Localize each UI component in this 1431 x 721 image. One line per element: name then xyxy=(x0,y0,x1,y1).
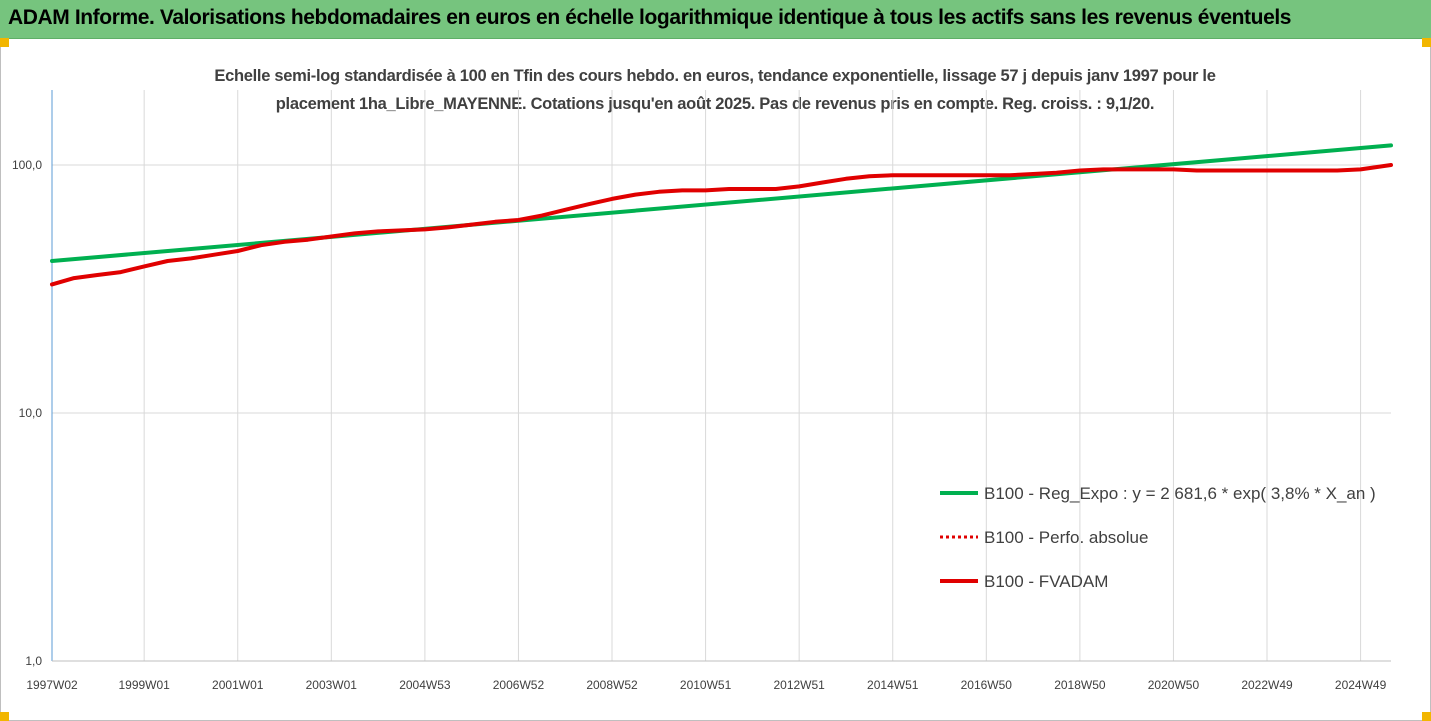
report-header: ADAM Informe. Valorisations hebdomadaire… xyxy=(0,0,1431,39)
legend-label-1: B100 - Perfo. absolue xyxy=(984,528,1148,547)
legend-label-2: B100 - FVADAM xyxy=(984,572,1108,591)
y-tick-label: 1,0 xyxy=(25,654,42,668)
x-tick-label: 2024W49 xyxy=(1335,678,1387,692)
x-tick-label: 1999W01 xyxy=(118,678,170,692)
x-tick-label: 2012W51 xyxy=(773,678,825,692)
chart-subtitle-line-1: Echelle semi-log standardisée à 100 en T… xyxy=(214,67,1216,85)
series-line-0 xyxy=(50,143,1393,263)
x-tick-label: 2018W50 xyxy=(1054,678,1106,692)
corner-marker-top-right xyxy=(1422,38,1431,47)
x-tick-label: 2010W51 xyxy=(680,678,732,692)
x-tick-label: 2014W51 xyxy=(867,678,919,692)
x-tick-label: 2020W50 xyxy=(1148,678,1200,692)
x-tick-label: 2016W50 xyxy=(961,678,1013,692)
chart-subtitle-line-2: placement 1ha_Libre_MAYENNE. Cotations j… xyxy=(275,95,1155,113)
y-tick-label: 10,0 xyxy=(19,406,43,420)
chart-subtitle: Echelle semi-log standardisée à 100 en T… xyxy=(150,62,1280,118)
x-tick-label: 2001W01 xyxy=(212,678,264,692)
x-tick-label: 1997W02 xyxy=(26,678,78,692)
x-tick-label: 2006W52 xyxy=(493,678,545,692)
x-tick-label: 2022W49 xyxy=(1241,678,1293,692)
corner-marker-top-left xyxy=(0,38,9,47)
corner-marker-bottom-left xyxy=(0,712,9,721)
corner-marker-bottom-right xyxy=(1422,712,1431,721)
series-line-2 xyxy=(50,163,1393,287)
x-tick-label: 2003W01 xyxy=(306,678,358,692)
report-title: ADAM Informe. Valorisations hebdomadaire… xyxy=(8,6,1292,29)
x-tick-label: 2008W52 xyxy=(586,678,638,692)
x-tick-label: 2004W53 xyxy=(399,678,451,692)
y-tick-label: 100,0 xyxy=(12,158,42,172)
legend-label-0: B100 - Reg_Expo : y = 2 681,6 * exp( 3,8… xyxy=(984,484,1376,503)
